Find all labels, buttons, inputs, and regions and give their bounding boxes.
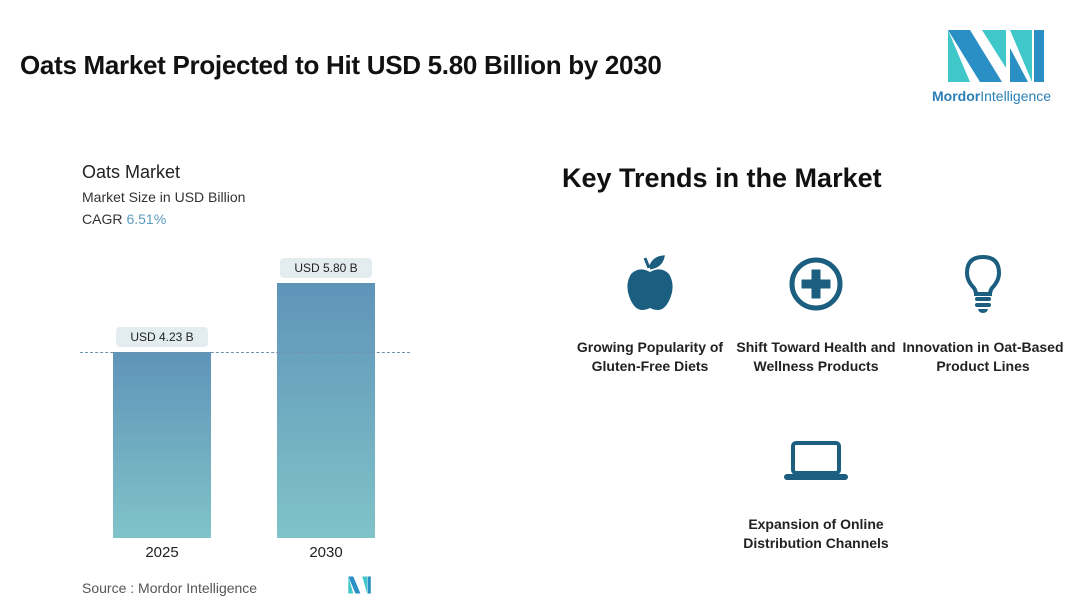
reference-line <box>80 351 410 353</box>
mordor-logo <box>948 30 1044 82</box>
trend-item: Expansion of Online Distribution Channel… <box>726 440 906 553</box>
medical-cross-icon <box>789 257 843 311</box>
logo-text-light: Intelligence <box>980 88 1052 104</box>
data-label: USD 5.80 B <box>280 257 372 278</box>
small-logo <box>348 576 371 594</box>
apple-icon <box>627 255 673 310</box>
page-title: Oats Market Projected to Hit USD 5.80 Bi… <box>20 50 662 80</box>
logo-text: MordorIntelligence <box>932 88 1051 104</box>
trend-item: Shift Toward Health and Wellness Product… <box>726 254 906 376</box>
key-trends-title: Key Trends in the Market <box>562 163 882 193</box>
laptop-icon <box>784 441 848 480</box>
bar-2025 <box>113 351 211 538</box>
x-tick-label: 2030 <box>309 544 343 561</box>
cagr-value: 6.51% <box>126 211 167 227</box>
trend-label: Growing Popularity of Gluten-Free Diets <box>576 339 724 374</box>
trend-label: Expansion of Online Distribution Channel… <box>743 516 889 551</box>
lightbulb-icon <box>964 254 1002 313</box>
x-tick-label: 2025 <box>145 544 179 561</box>
cagr-label: CAGR <box>82 211 123 227</box>
chart-title: Oats Market <box>82 162 181 182</box>
data-label: USD 4.23 B <box>116 326 208 347</box>
source-note: Source : Mordor Intelligence <box>82 580 258 596</box>
logo-text-bold: Mordor <box>932 88 981 104</box>
chart-subtitle: Market Size in USD Billion <box>82 189 246 205</box>
trend-label: Innovation in Oat-Based Product Lines <box>902 339 1064 374</box>
cagr: CAGR 6.51% <box>82 211 166 227</box>
trend-item: Growing Popularity of Gluten-Free Diets <box>560 254 740 376</box>
trend-label: Shift Toward Health and Wellness Product… <box>736 339 896 374</box>
trend-item: Innovation in Oat-Based Product Lines <box>893 254 1073 376</box>
bar-2030 <box>277 282 375 538</box>
